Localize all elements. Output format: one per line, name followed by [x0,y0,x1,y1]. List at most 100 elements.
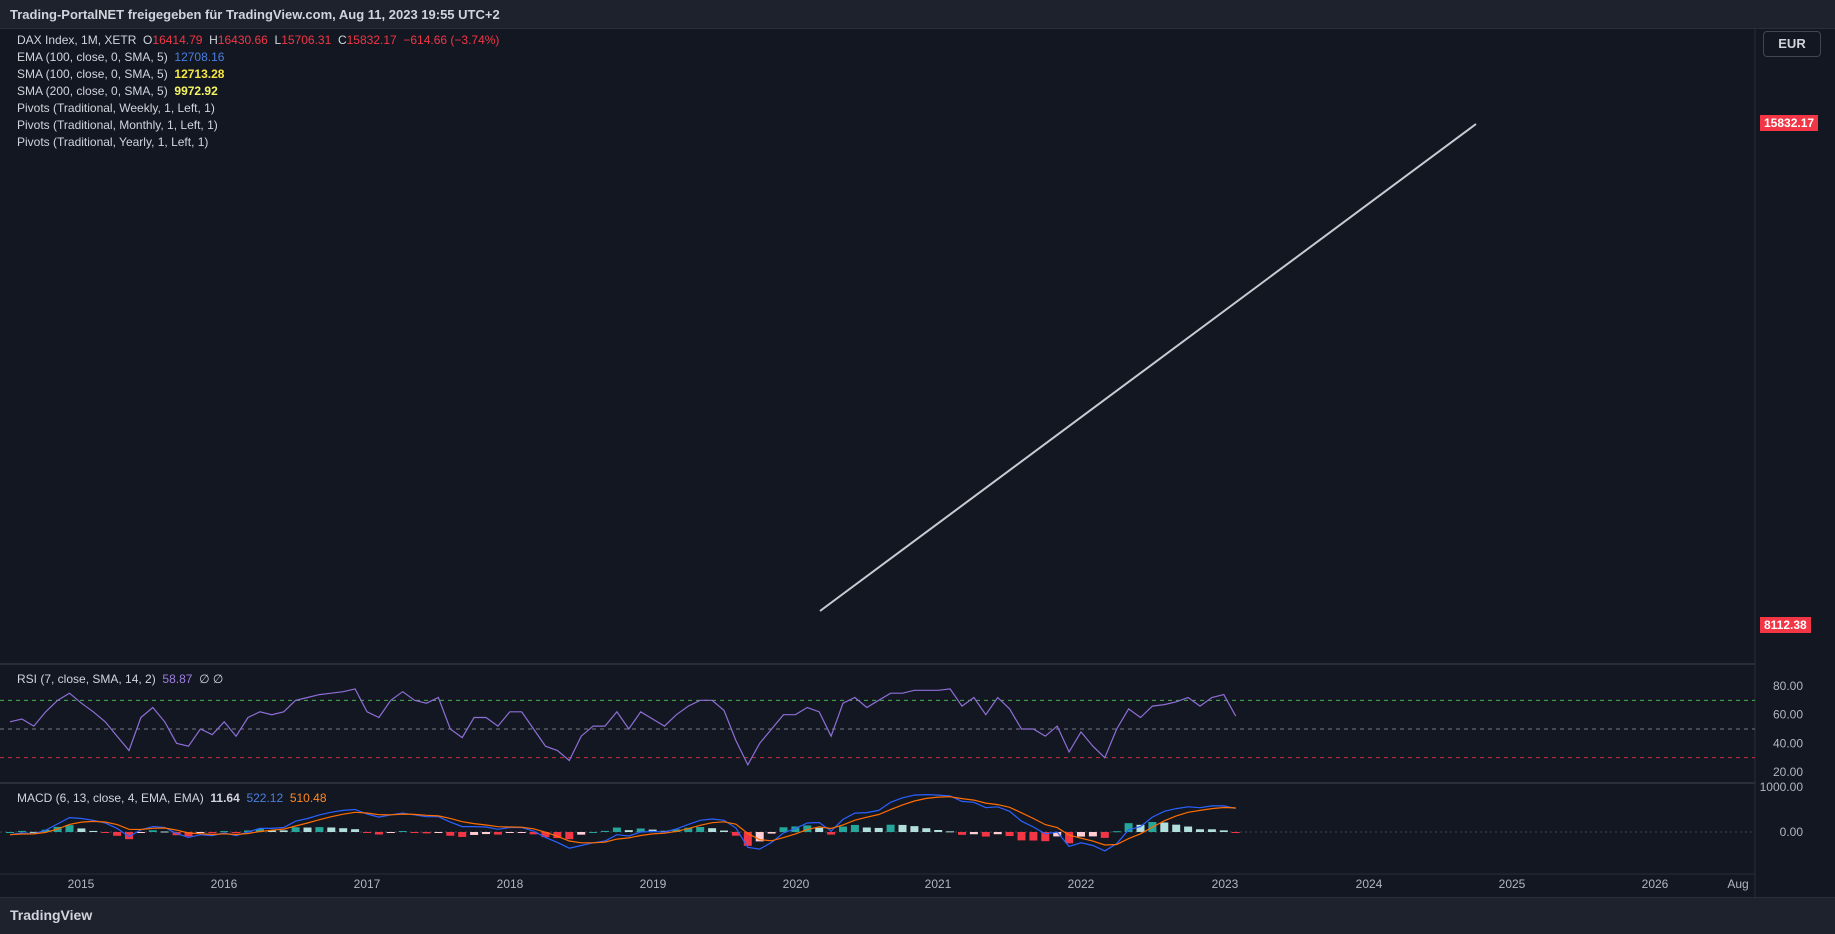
macd-histogram-bar [208,832,217,834]
macd-histogram-bar [351,829,360,832]
rsi-tick-label: 60.00 [1773,708,1803,722]
macd-histogram-bar [827,832,836,835]
time-tick-label: 2026 [1642,877,1669,891]
macd-histogram-bar [862,827,871,832]
macd-histogram-bar [267,830,276,832]
footer-bar: TradingView [0,897,1835,934]
header-bar: Trading-PortalNET freigegeben für Tradin… [0,0,1835,29]
indicator-label: Pivots (Traditional, Weekly, 1, Left, 1) [17,101,215,115]
macd-legend[interactable]: MACD (6, 13, close, 4, EMA, EMA) 11.64 5… [17,791,327,805]
macd-histogram-bar [458,832,467,837]
macd-histogram-bar [969,832,978,835]
macd-histogram-bar [672,829,681,832]
macd-histogram-bar [363,832,371,834]
indicator-pivots-weekly[interactable]: Pivots (Traditional, Weekly, 1, Left, 1) [17,100,499,117]
macd-histogram-bar [279,830,288,832]
macd-histogram-bar [1088,832,1097,837]
indicator-pivots-yearly[interactable]: Pivots (Traditional, Yearly, 1, Left, 1) [17,134,499,151]
level-price-tag: 8112.38 [1760,617,1811,633]
macd-histogram-bar [958,832,966,835]
macd-histogram-bar [517,832,526,833]
macd-line [9,793,1236,852]
indicator-sma100[interactable]: SMA (100, close, 0, SMA, 5) 12713.28 [17,66,499,83]
macd-histogram-bar [160,831,169,833]
rsi-extra: ∅ ∅ [199,672,224,686]
macd-histogram-bar [624,830,633,832]
open-value: 16414.79 [152,33,203,47]
high-label: H [209,33,218,47]
macd-histogram-bar [113,832,122,836]
time-tick-label: 2020 [783,877,810,891]
macd-histogram-bar [755,832,764,842]
macd-histogram-bar [850,824,859,832]
macd-tick-label: 1000.00 [1760,780,1804,794]
rsi-label: RSI (7, close, SMA, 14, 2) [17,672,156,686]
indicator-ema100[interactable]: EMA (100, close, 0, SMA, 5) 12708.16 [17,49,499,66]
macd-histogram-bar [196,832,205,833]
macd-histogram-bar [1207,829,1216,832]
macd-histogram-bar [648,829,657,832]
macd-histogram-bar [612,827,621,832]
indicator-value: 9972.92 [174,84,218,98]
macd-histogram-bar [886,824,895,832]
time-tick-label: 2025 [1499,877,1526,891]
macd-histogram-bar [553,832,562,839]
currency-button[interactable]: EUR [1763,31,1821,57]
macd-histogram-bar [1160,822,1169,832]
low-label: L [274,33,282,47]
rsi-legend[interactable]: RSI (7, close, SMA, 14, 2) 58.87 ∅ ∅ [17,672,223,686]
macd-histogram-bar [910,826,919,832]
macd-histogram-bar [589,831,598,833]
time-tick-label: 2017 [354,877,381,891]
macd-histogram-bar [422,832,431,834]
rsi-tick-label: 20.00 [1773,765,1803,779]
macd-histogram-bar [244,830,252,832]
macd-histogram-bar [446,832,455,836]
time-tick-label: 2024 [1356,877,1383,891]
macd-histogram-bar [1124,823,1133,832]
low-value: 15706.31 [281,33,332,47]
macd-histogram-bar [482,832,490,835]
macd-histogram-bar [1136,824,1145,832]
macd-histogram-bar [767,832,776,834]
macd-histogram-bar [386,832,395,833]
symbol-label[interactable]: DAX Index, 1M, XETR [17,33,137,47]
macd-hist-value: 11.64 [210,791,240,805]
macd-histogram-bar [101,832,110,833]
macd-histogram-bar [303,827,312,832]
indicator-label: EMA (100, close, 0, SMA, 5) [17,50,168,64]
macd-histogram-bar [815,827,824,832]
tradingview-logo[interactable]: TradingView [10,907,93,923]
macd-histogram-bar [77,828,86,832]
time-tick-label: 2019 [640,877,667,891]
rsi-value: 58.87 [162,672,193,686]
macd-histogram-bar [601,830,609,832]
indicator-label: SMA (200, close, 0, SMA, 5) [17,84,168,98]
macd-histogram-bar [541,832,550,838]
macd-histogram-bar [1029,832,1038,841]
macd-histogram-bar [874,827,883,832]
time-tick-label: 2016 [211,877,238,891]
macd-histogram-bar [708,828,717,832]
macd-tick-label: 0.00 [1780,825,1804,839]
macd-histogram-bar [636,828,645,832]
time-tick-label: 2015 [68,877,95,891]
macd-histogram-bar [148,830,157,832]
macd-label: MACD (6, 13, close, 4, EMA, EMA) [17,791,204,805]
macd-histogram-bar [339,828,348,832]
macd-histogram-bar [89,830,98,832]
indicator-sma200[interactable]: SMA (200, close, 0, SMA, 5) 9972.92 [17,83,499,100]
macd-histogram-bar [1005,832,1014,837]
macd-histogram-bar [529,832,538,835]
macd-histogram-bar [922,828,931,832]
macd-line-value: 522.12 [246,791,284,805]
macd-histogram-bar [17,830,26,832]
macd-histogram-bar [232,832,241,834]
macd-histogram-bar [946,831,955,833]
macd-histogram-bar [696,827,705,832]
high-value: 16430.66 [217,33,268,47]
indicator-pivots-monthly[interactable]: Pivots (Traditional, Monthly, 1, Left, 1… [17,117,499,134]
macd-histogram-bar [65,825,74,832]
macd-histogram-bar [791,826,800,832]
